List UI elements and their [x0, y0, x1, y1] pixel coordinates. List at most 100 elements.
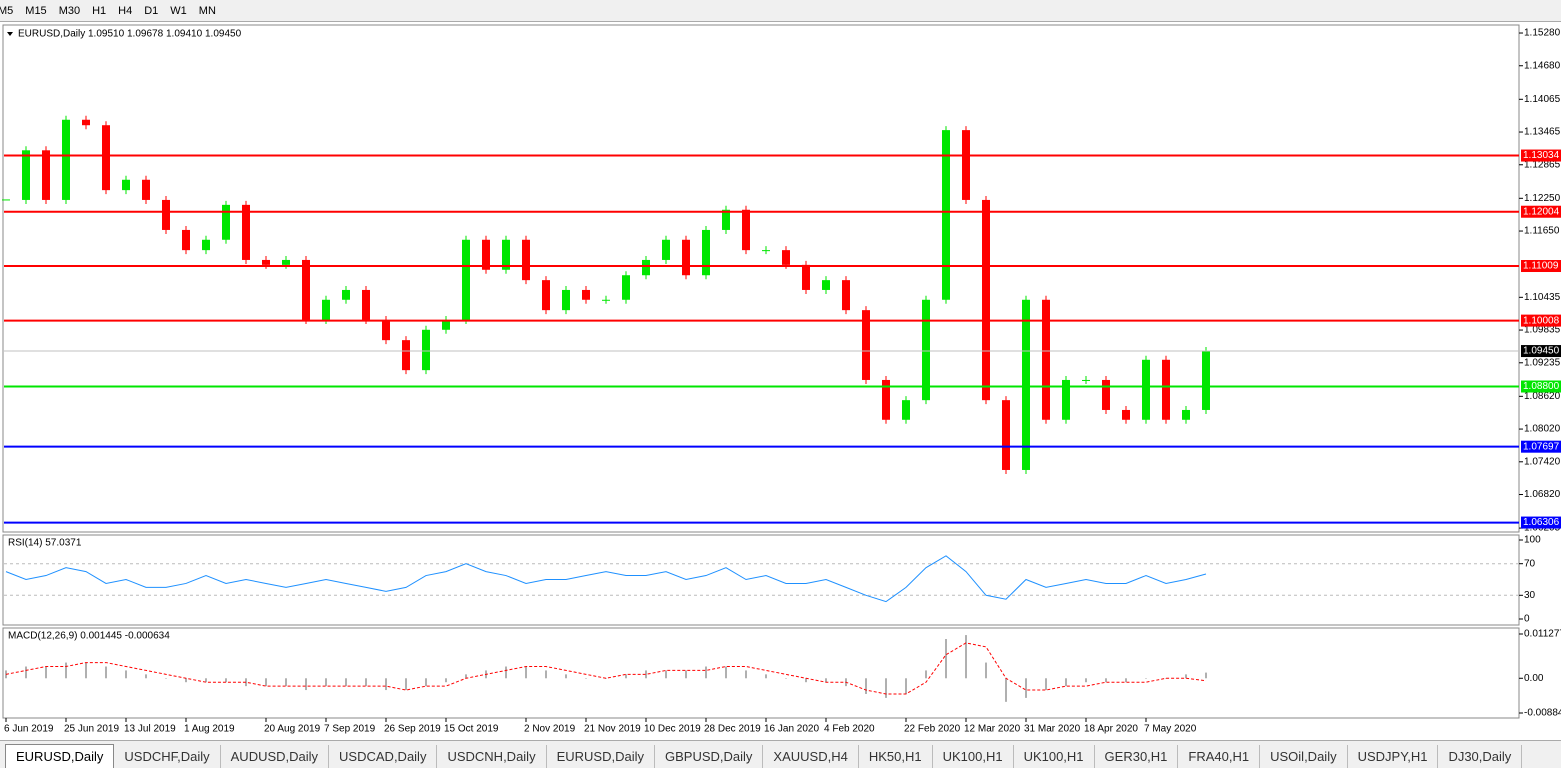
macd-bar: [505, 666, 507, 679]
macd-bar: [465, 674, 467, 679]
macd-bar: [85, 662, 87, 679]
chart-tab[interactable]: USDJPY,H1: [1348, 745, 1439, 768]
chart-tab[interactable]: USDCNH,Daily: [437, 745, 547, 768]
y-tick-label: 1.09235: [1524, 357, 1561, 368]
x-tick-label: 12 Mar 2020: [964, 724, 1021, 735]
y-tick-label: 1.14680: [1524, 60, 1561, 71]
timeframe-button[interactable]: H4: [118, 4, 133, 17]
macd-bar: [325, 678, 327, 687]
level-label-box: [1521, 380, 1561, 393]
chart-tab[interactable]: XAUUSD,H4: [763, 745, 859, 768]
chart-tab[interactable]: GBPUSD,Daily: [655, 745, 764, 768]
y-tick-label: 1.08020: [1524, 424, 1561, 435]
candle: [582, 289, 590, 300]
menu-arrow[interactable]: [7, 32, 13, 36]
x-tick-label: 28 Dec 2019: [704, 724, 761, 735]
chart-tab[interactable]: UK100,H1: [933, 745, 1014, 768]
rsi-line: [5, 555, 1207, 603]
chart-tab[interactable]: HK50,H1: [859, 745, 933, 768]
x-tick-label: 25 Jun 2019: [64, 724, 119, 735]
candle: [982, 199, 990, 401]
candle: [702, 229, 710, 276]
y-tick-label: -0.008845: [1524, 708, 1561, 719]
x-tick-label: 2 Nov 2019: [524, 724, 576, 735]
macd-bar: [65, 662, 67, 679]
chart-tab[interactable]: AUDUSD,Daily: [221, 745, 330, 768]
timeframe-button[interactable]: M30: [58, 4, 81, 17]
timeframe-button[interactable]: H1: [92, 4, 107, 17]
y-tick-label: 1.12250: [1524, 193, 1561, 204]
y-tick-label: 0: [1524, 614, 1530, 625]
timeframe-button[interactable]: W1: [170, 4, 187, 17]
macd-label: MACD(12,26,9) 0.001445 -0.000634: [8, 631, 170, 642]
candle: [142, 179, 150, 200]
timeframe-button[interactable]: D1: [144, 4, 159, 17]
x-tick-label: 16 Jan 2020: [764, 724, 819, 735]
macd-bar: [565, 674, 567, 679]
macd-bar: [885, 678, 887, 698]
x-tick-label: 31 Mar 2020: [1024, 724, 1081, 735]
candle: [322, 299, 330, 320]
candle: [442, 319, 450, 330]
macd-bar: [865, 678, 867, 694]
timeframe-button[interactable]: M15: [25, 4, 47, 17]
y-tick-label: 1.12865: [1524, 159, 1561, 170]
chart-tab[interactable]: UK100,H1: [1014, 745, 1095, 768]
candle: [802, 264, 810, 290]
chart-tab[interactable]: EURUSD,Daily: [547, 745, 655, 768]
macd-bar: [925, 670, 927, 679]
x-tick-label: 18 Apr 2020: [1084, 724, 1138, 735]
timeframe-button[interactable]: M5: [0, 4, 14, 17]
candle: [682, 239, 690, 276]
level-label-box: [1521, 205, 1561, 218]
macd-bar: [1205, 672, 1207, 679]
price: 1.09410: [166, 29, 203, 40]
y-tick-label: 1.07420: [1524, 456, 1561, 467]
symbol: EURUSD,Daily: [18, 29, 85, 40]
chart-tab[interactable]: FRA40,H1: [1178, 745, 1261, 768]
chart-tab[interactable]: USDCAD,Daily: [329, 745, 438, 768]
chart-tab[interactable]: USOil,Daily: [1260, 745, 1348, 768]
level-label-box: [1521, 440, 1561, 453]
x-tick-label: 20 Aug 2019: [264, 724, 321, 735]
candle: [82, 119, 90, 126]
macd-bar: [405, 678, 407, 691]
candle: [522, 239, 530, 281]
y-tick-label: 1.10435: [1524, 292, 1561, 303]
y-tick-label: 1.06820: [1524, 489, 1561, 500]
candle: [1082, 379, 1090, 381]
macd-bar: [225, 678, 227, 683]
candle: [782, 250, 790, 265]
macd-signal: [5, 642, 1207, 695]
level-label: 1.07697: [1523, 441, 1560, 452]
x-tick-label: 10 Dec 2019: [644, 724, 701, 735]
candle: [342, 289, 350, 300]
candle: [1022, 299, 1030, 470]
candle: [362, 289, 370, 320]
chart-tab[interactable]: USDCHF,Daily: [114, 745, 221, 768]
candle: [182, 229, 190, 251]
level-label-box: [1521, 260, 1561, 273]
x-tick-label: 6 Jun 2019: [4, 724, 54, 735]
x-tick-label: 4 Feb 2020: [824, 724, 875, 735]
chart-tab[interactable]: DJ30,Daily: [1438, 745, 1523, 768]
macd-bar: [185, 678, 187, 683]
macd-bar: [285, 678, 287, 687]
macd-bar: [165, 678, 167, 679]
macd-bar: [1025, 678, 1027, 698]
candle: [962, 130, 970, 200]
level-label-box: [1521, 516, 1561, 529]
macd-bar: [105, 666, 107, 679]
x-tick-label: 13 Jul 2019: [124, 724, 176, 735]
x-tick-label: 7 Sep 2019: [324, 724, 376, 735]
y-tick-label: 0.011277: [1524, 629, 1561, 640]
timeframe-button[interactable]: MN: [198, 4, 216, 17]
macd-bar: [545, 670, 547, 679]
macd-bar: [265, 678, 267, 687]
chart-tab[interactable]: EURUSD,Daily: [5, 744, 115, 768]
macd-bar: [365, 678, 367, 687]
y-tick-label: 0.00: [1524, 673, 1544, 684]
macd-bar: [945, 639, 947, 679]
chart-tab[interactable]: GER30,H1: [1095, 745, 1179, 768]
macd-panel: [2, 627, 1520, 719]
